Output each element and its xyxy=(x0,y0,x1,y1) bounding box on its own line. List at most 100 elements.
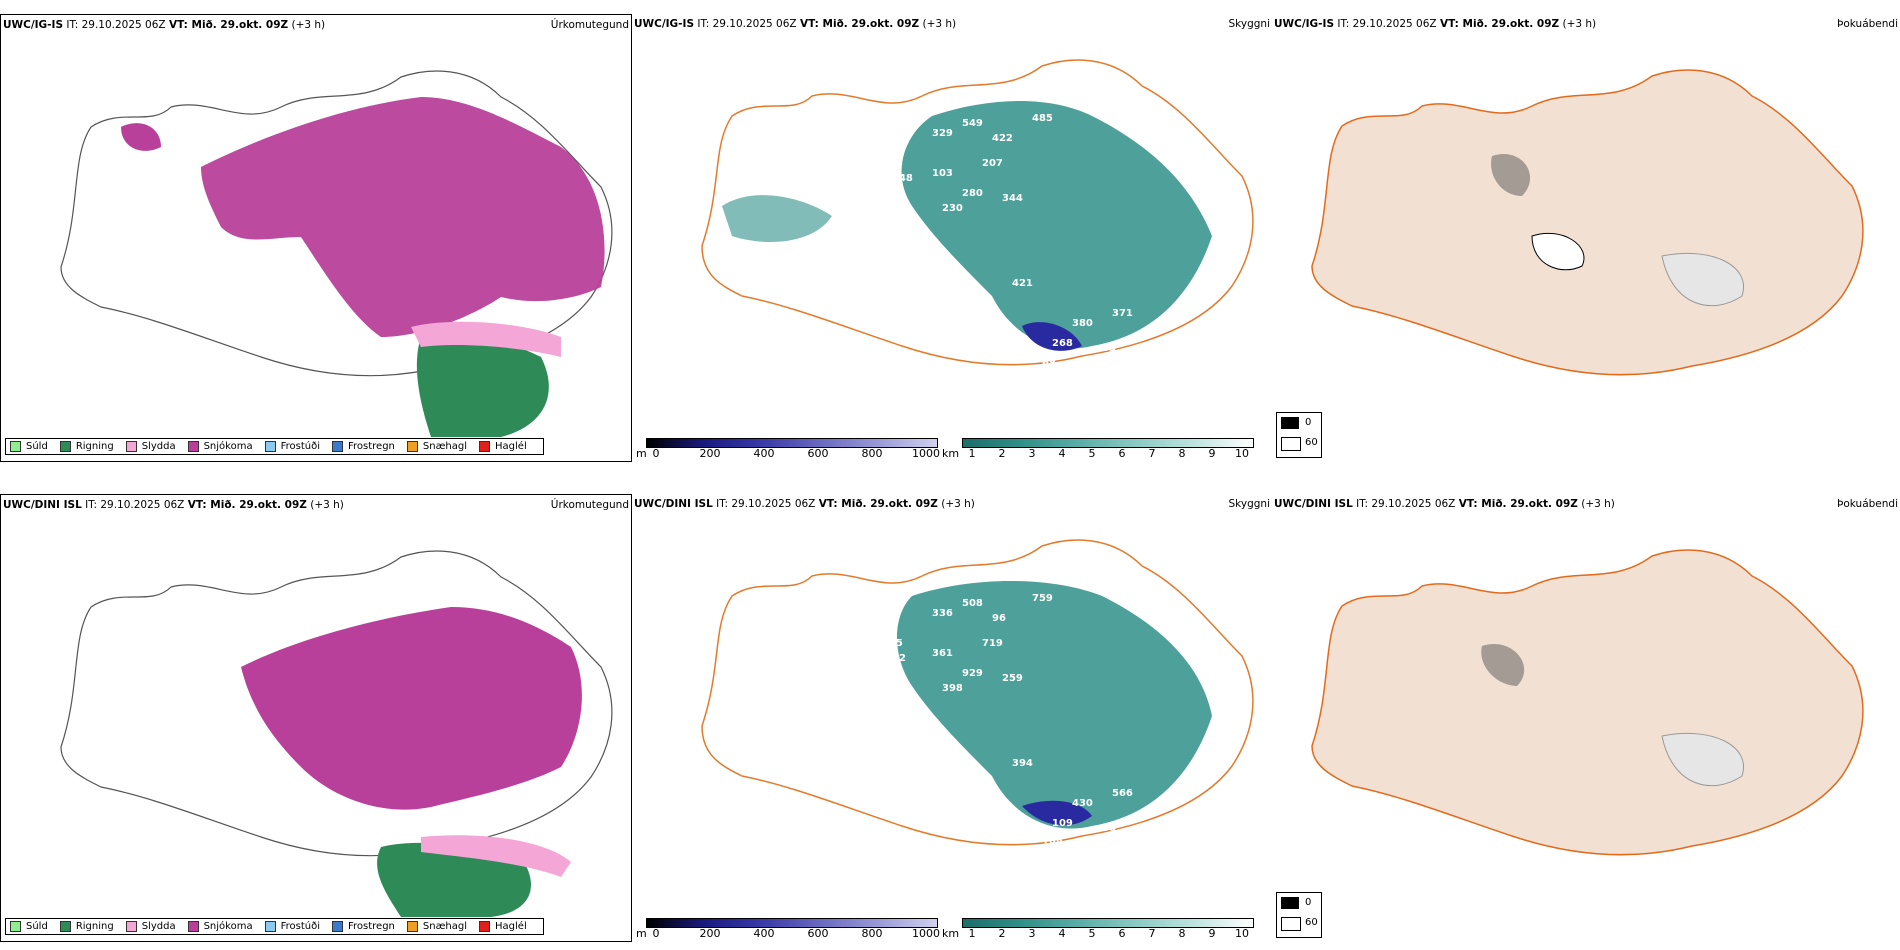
colorbar-tick: 200 xyxy=(699,447,721,460)
ceiling-label: 60 xyxy=(1102,823,1116,834)
low-vis-area xyxy=(901,101,1212,349)
legend-item-2: Slydda xyxy=(125,441,176,452)
fog-key: 0 60 xyxy=(1276,412,1322,458)
colorbar-tick: 200 xyxy=(699,927,721,940)
colorbar-tick: 7 xyxy=(1148,927,1156,940)
ceiling-labels: 549 485 329 422 758 748 103 207 280 344 230 254 288 4… xyxy=(862,113,1133,369)
legend-swatch xyxy=(59,441,71,452)
panel-title: Skyggni xyxy=(1228,498,1271,510)
fog-map xyxy=(1311,69,1864,376)
ceiling-label: 398 xyxy=(942,683,963,694)
precip-type-map xyxy=(60,550,613,917)
panel-title: Þokuábendi xyxy=(1837,18,1898,30)
legend-item-6: Snæhagl xyxy=(406,441,468,452)
ceiling-label: 207 xyxy=(982,158,1003,169)
glacier xyxy=(1661,732,1744,787)
legend-swatch xyxy=(479,441,491,452)
legend-label: Frostúði xyxy=(280,921,320,932)
init-time: IT: 29.10.2025 06Z xyxy=(66,19,166,31)
legend-swatch xyxy=(187,441,199,452)
ceiling-label: 394 xyxy=(1012,758,1033,769)
legend-swatch xyxy=(264,921,276,932)
ceiling-label: 72 xyxy=(892,653,906,664)
legend-item-1: Rigning xyxy=(59,441,114,452)
legend-item-1: Rigning xyxy=(59,921,114,932)
ceiling-label: 63 xyxy=(1102,343,1116,354)
legend-item-6: Snæhagl xyxy=(406,921,467,932)
visibility-panel-bottom: UWC/DINI ISL IT: 29.10.2025 06Z VT: Mið.… xyxy=(632,494,1272,942)
panel-header: UWC/DINI ISL IT: 29.10.2025 06Z VT: Mið.… xyxy=(3,499,629,515)
ceiling-label: 135 xyxy=(882,638,903,649)
legend-swatch xyxy=(59,921,71,932)
init-time: IT: 29.10.2025 06Z xyxy=(85,499,185,511)
fog-key-min: 0 xyxy=(1305,417,1312,428)
legend-label: Rigning xyxy=(75,441,114,452)
panel-header: UWC/IG-IS IT: 29.10.2025 06Z VT: Mið. 29… xyxy=(634,18,1271,30)
legend-swatch xyxy=(406,921,418,932)
ceiling-label: 421 xyxy=(1012,278,1033,289)
legend-label: Frostregn xyxy=(348,441,395,452)
snow-area xyxy=(241,607,582,810)
ceiling-label: 508 xyxy=(962,598,983,609)
legend-label: Frostregn xyxy=(348,921,395,932)
visibility-colorbar: km 1 2 3 4 5 6 7 8 9 10 xyxy=(942,438,1254,460)
ceiling-label: 929 xyxy=(962,668,983,679)
fog-area xyxy=(1481,644,1525,686)
panel-title: Úrkomutegund xyxy=(550,19,629,31)
colorbar-tick: 1000 xyxy=(912,927,940,940)
model-name: UWC/IG-IS xyxy=(3,19,64,31)
ceiling-label: 485 xyxy=(1032,113,1053,124)
ceiling-label: 748 xyxy=(892,173,913,184)
legend-swatch xyxy=(264,441,276,452)
colorbar-tick: 600 xyxy=(807,447,829,460)
legend-label: Slydda xyxy=(141,921,176,932)
sleet-area xyxy=(411,321,561,357)
legend-swatch xyxy=(332,441,343,452)
colorbar-tick: 6 xyxy=(1118,927,1126,940)
legend-item-4: Frostúði xyxy=(264,441,320,452)
legend-label: Snjókoma xyxy=(203,921,253,932)
legend-label: Slydda xyxy=(141,441,176,452)
legend-label: Haglél xyxy=(495,921,527,932)
colorbar-tick: 800 xyxy=(861,447,883,460)
ceiling-label: 759 xyxy=(1032,593,1053,604)
legend-label: Frostúði xyxy=(280,441,320,452)
iceland-outline xyxy=(1311,69,1864,376)
legend-swatch xyxy=(332,921,343,932)
legend-item-3: Snjókoma xyxy=(187,921,253,932)
fog-key-max: 60 xyxy=(1305,437,1318,448)
valid-time: VT: Mið. 29.okt. 09Z xyxy=(187,499,307,511)
colorbar-tick: 1000 xyxy=(912,447,940,460)
precip-type-map xyxy=(60,70,613,437)
legend-label: Snæhagl xyxy=(422,441,468,452)
ceiling-label: 344 xyxy=(1002,193,1023,204)
ceiling-label: 329 xyxy=(932,128,953,139)
visibility-colorbar: km 1 2 3 4 5 6 7 8 9 10 xyxy=(942,918,1254,940)
low-ceiling-south xyxy=(1022,800,1092,826)
colorbar-tick: 9 xyxy=(1208,447,1216,460)
ceiling-label: 259 xyxy=(1002,673,1023,684)
ceiling-label: 430 xyxy=(1072,798,1093,809)
colorbar-tick: 600 xyxy=(807,927,829,940)
ceiling-label: 151 xyxy=(932,758,953,769)
colorbar-tick: 7 xyxy=(1148,447,1156,460)
legend-swatch xyxy=(10,441,21,452)
colorbar-tick: 0 xyxy=(652,447,660,460)
ceiling-label: 719 xyxy=(982,638,1003,649)
legend-item-7: Haglél xyxy=(479,441,527,452)
legend-item-4: Frostúði xyxy=(264,921,320,932)
low-vis-area xyxy=(897,581,1212,829)
ceiling-label: 251 xyxy=(862,748,883,759)
fog-panel-top: UWC/IG-IS IT: 29.10.2025 06Z VT: Mið. 29… xyxy=(1272,14,1900,462)
ceiling-label: 198 xyxy=(1042,838,1063,849)
ceiling-label: 336 xyxy=(932,608,953,619)
legend-item-0: Súld xyxy=(10,441,48,452)
colorbar-tick: 0 xyxy=(652,927,660,940)
ceiling-label: 371 xyxy=(1112,308,1133,319)
lead-time: (+3 h) xyxy=(310,499,344,511)
legend-swatch xyxy=(187,921,199,932)
legend-swatch xyxy=(125,441,137,452)
legend-label: Súld xyxy=(26,441,48,452)
legend-label: Rigning xyxy=(75,921,114,932)
panel-title: Skyggni xyxy=(1228,18,1271,30)
